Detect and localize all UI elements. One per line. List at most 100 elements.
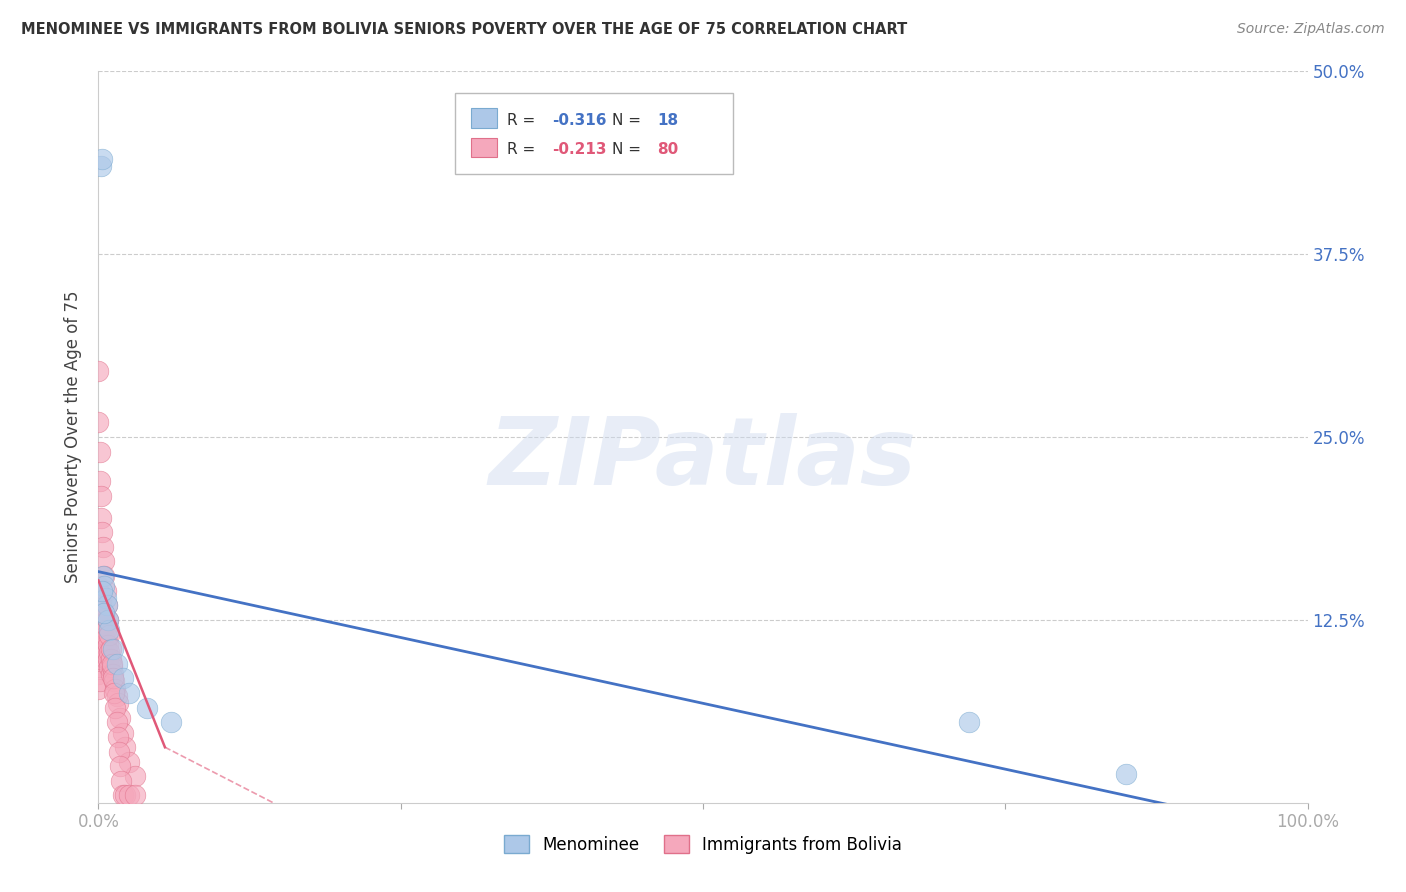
- Point: [98, 623, 121, 637]
- Point: [100, 657, 122, 671]
- Point: [87, 416, 110, 430]
- FancyBboxPatch shape: [456, 94, 734, 174]
- Point: [107, 730, 129, 744]
- Point: [93, 631, 115, 645]
- Point: [89, 444, 111, 458]
- Point: [93, 554, 115, 568]
- Point: [98, 659, 121, 673]
- Point: [93, 579, 115, 593]
- Point: [91, 645, 114, 659]
- Text: 18: 18: [657, 113, 678, 128]
- Point: [108, 759, 131, 773]
- Point: [97, 652, 120, 666]
- FancyBboxPatch shape: [471, 108, 498, 128]
- Point: [107, 696, 129, 710]
- Point: [87, 667, 110, 681]
- Point: [104, 681, 127, 696]
- Point: [90, 608, 112, 623]
- Point: [108, 745, 131, 759]
- Point: [97, 613, 120, 627]
- Point: [94, 591, 117, 605]
- Point: [93, 569, 115, 583]
- Point: [103, 674, 125, 689]
- Point: [94, 638, 117, 652]
- Point: [90, 160, 112, 174]
- Text: R =: R =: [508, 113, 540, 128]
- Point: [96, 645, 118, 659]
- Point: [111, 789, 134, 803]
- Point: [111, 672, 134, 686]
- Point: [91, 631, 114, 645]
- Point: [91, 569, 114, 583]
- Point: [101, 667, 124, 681]
- Point: [1115, 766, 1137, 780]
- Point: [90, 623, 112, 637]
- Point: [96, 599, 118, 613]
- Point: [91, 608, 114, 623]
- Text: MENOMINEE VS IMMIGRANTS FROM BOLIVIA SENIORS POVERTY OVER THE AGE OF 75 CORRELAT: MENOMINEE VS IMMIGRANTS FROM BOLIVIA SEN…: [21, 22, 907, 37]
- Point: [101, 642, 124, 657]
- Point: [103, 686, 125, 700]
- Point: [90, 510, 112, 524]
- Point: [118, 789, 141, 803]
- Point: [118, 755, 141, 769]
- Point: [98, 645, 121, 659]
- Point: [90, 638, 112, 652]
- Text: Source: ZipAtlas.com: Source: ZipAtlas.com: [1237, 22, 1385, 37]
- Text: N =: N =: [613, 142, 647, 157]
- Point: [89, 645, 111, 659]
- Point: [135, 700, 157, 714]
- Point: [114, 740, 136, 755]
- Point: [89, 474, 111, 488]
- Legend: Menominee, Immigrants from Bolivia: Menominee, Immigrants from Bolivia: [496, 829, 910, 860]
- Y-axis label: Seniors Poverty Over the Age of 75: Seniors Poverty Over the Age of 75: [65, 291, 83, 583]
- Text: N =: N =: [613, 113, 647, 128]
- Point: [89, 659, 111, 673]
- Point: [91, 615, 114, 630]
- Point: [87, 681, 110, 696]
- Point: [87, 608, 110, 623]
- Point: [957, 715, 980, 730]
- Point: [90, 594, 112, 608]
- Point: [101, 672, 124, 686]
- Point: [160, 715, 183, 730]
- Point: [89, 615, 111, 630]
- Text: -0.213: -0.213: [551, 142, 606, 157]
- Point: [105, 715, 128, 730]
- Point: [87, 623, 110, 637]
- Point: [89, 586, 111, 600]
- Point: [97, 638, 120, 652]
- Point: [118, 686, 141, 700]
- Point: [91, 638, 114, 652]
- Point: [91, 540, 114, 554]
- Point: [111, 725, 134, 739]
- Point: [91, 623, 114, 637]
- Text: 80: 80: [657, 142, 678, 157]
- Point: [93, 615, 115, 630]
- Point: [89, 631, 111, 645]
- Point: [93, 645, 115, 659]
- Point: [105, 689, 128, 703]
- Point: [100, 642, 122, 657]
- Point: [91, 152, 114, 166]
- Point: [104, 700, 127, 714]
- Point: [108, 711, 131, 725]
- Point: [124, 789, 146, 803]
- Point: [97, 613, 120, 627]
- Point: [96, 599, 118, 613]
- Point: [114, 789, 136, 803]
- FancyBboxPatch shape: [471, 137, 498, 157]
- Point: [100, 652, 122, 666]
- Point: [87, 364, 110, 378]
- Point: [96, 631, 118, 645]
- Point: [98, 627, 121, 641]
- Point: [87, 579, 110, 593]
- Text: ZIPatlas: ZIPatlas: [489, 413, 917, 505]
- Text: -0.316: -0.316: [551, 113, 606, 128]
- Point: [89, 674, 111, 689]
- Point: [93, 606, 115, 620]
- Point: [94, 623, 117, 637]
- Point: [90, 489, 112, 503]
- Point: [91, 525, 114, 540]
- Point: [94, 583, 117, 598]
